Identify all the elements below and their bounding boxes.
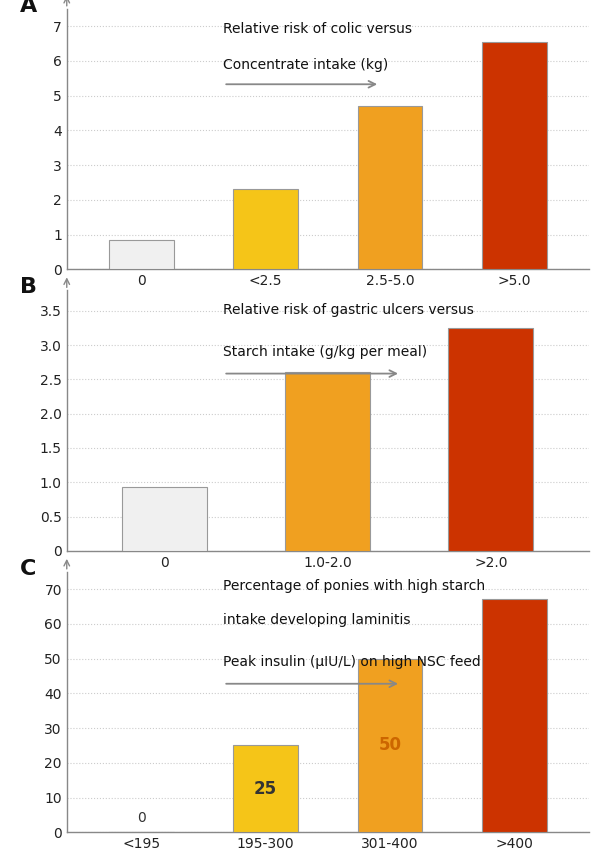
Bar	[449, 328, 534, 551]
Text: C: C	[20, 558, 36, 578]
Bar	[233, 746, 298, 832]
Text: 0: 0	[137, 812, 146, 825]
Text: Relative risk of gastric ulcers versus: Relative risk of gastric ulcers versus	[223, 303, 474, 317]
Bar	[482, 599, 546, 832]
Bar	[285, 373, 370, 551]
Text: Relative risk of colic versus: Relative risk of colic versus	[223, 22, 412, 36]
Text: Starch intake (g/kg per meal): Starch intake (g/kg per meal)	[223, 345, 427, 359]
Bar	[482, 42, 546, 270]
Text: Peak insulin (μIU/L) on high NSC feed: Peak insulin (μIU/L) on high NSC feed	[223, 655, 481, 669]
Text: Percentage of ponies with high starch: Percentage of ponies with high starch	[223, 579, 486, 594]
Text: A: A	[20, 0, 37, 16]
Text: B: B	[20, 277, 37, 297]
Bar	[109, 240, 174, 270]
Text: intake developing laminitis: intake developing laminitis	[223, 613, 411, 628]
Bar	[358, 659, 422, 832]
Bar	[358, 106, 422, 270]
Bar	[233, 189, 298, 270]
Bar	[122, 487, 207, 551]
Text: 25: 25	[254, 780, 277, 798]
Text: Concentrate intake (kg): Concentrate intake (kg)	[223, 58, 388, 72]
Text: 67: 67	[503, 707, 526, 725]
Text: 50: 50	[378, 736, 401, 754]
